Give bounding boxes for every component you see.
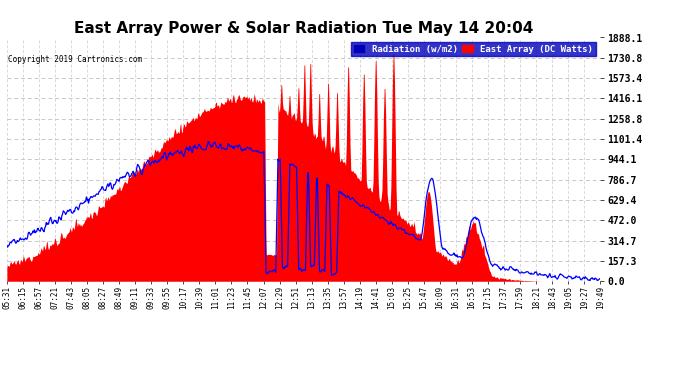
Title: East Array Power & Solar Radiation Tue May 14 20:04: East Array Power & Solar Radiation Tue M… bbox=[74, 21, 533, 36]
Legend: Radiation (w/m2), East Array (DC Watts): Radiation (w/m2), East Array (DC Watts) bbox=[351, 42, 595, 56]
Text: Copyright 2019 Cartronics.com: Copyright 2019 Cartronics.com bbox=[8, 55, 142, 63]
